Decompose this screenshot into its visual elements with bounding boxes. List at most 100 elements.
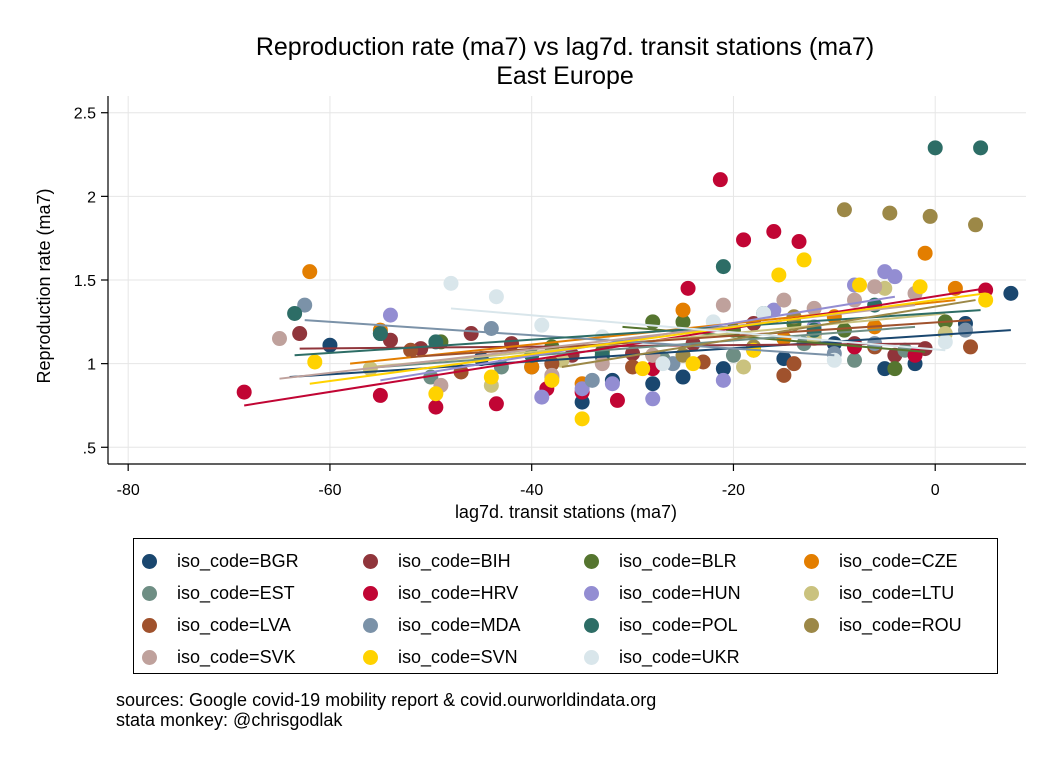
data-point xyxy=(574,411,590,427)
data-point xyxy=(715,297,731,313)
y-tick-label: .5 xyxy=(83,440,96,457)
data-point xyxy=(302,264,318,280)
data-point xyxy=(645,314,661,330)
y-tick-label: 2.5 xyxy=(74,106,96,123)
fit-line xyxy=(380,325,916,368)
legend-item: iso_code=ROU xyxy=(804,614,962,636)
data-point xyxy=(645,391,661,407)
data-point xyxy=(836,202,852,218)
legend-label: iso_code=CZE xyxy=(839,550,958,571)
data-point xyxy=(443,275,459,291)
fit-line xyxy=(380,295,896,382)
legend-swatch xyxy=(584,553,599,569)
data-point xyxy=(736,359,752,375)
data-point xyxy=(524,359,540,375)
data-point xyxy=(504,336,520,352)
legend-swatch xyxy=(363,649,378,665)
data-point xyxy=(776,292,792,308)
data-point xyxy=(836,322,852,338)
legend-swatch xyxy=(363,553,378,569)
data-point xyxy=(574,381,590,397)
data-point xyxy=(594,356,610,372)
data-point xyxy=(927,140,943,156)
legend-swatch xyxy=(363,617,378,633)
data-point xyxy=(645,376,661,392)
data-point xyxy=(604,376,620,392)
legend-item: iso_code=BLR xyxy=(584,550,737,572)
data-point xyxy=(675,314,691,330)
data-point xyxy=(322,337,338,353)
legend-swatch xyxy=(142,617,157,633)
data-point xyxy=(776,331,792,347)
data-point xyxy=(236,384,252,400)
data-point xyxy=(488,289,504,305)
data-point xyxy=(776,367,792,383)
data-point xyxy=(791,234,807,250)
legend-label: iso_code=HUN xyxy=(619,582,741,603)
data-point xyxy=(635,361,651,377)
legend-item: iso_code=UKR xyxy=(584,646,740,668)
x-tick-label: -80 xyxy=(117,482,140,499)
legend-label: iso_code=UKR xyxy=(619,646,740,667)
legend-item: iso_code=HRV xyxy=(363,582,518,604)
data-point xyxy=(712,172,728,188)
legend-swatch xyxy=(584,649,599,665)
data-point xyxy=(488,396,504,412)
legend-item: iso_code=SVN xyxy=(363,646,518,668)
data-point xyxy=(297,297,313,313)
legend-label: iso_code=EST xyxy=(177,582,295,603)
data-point xyxy=(675,302,691,318)
data-point xyxy=(715,361,731,377)
x-tick-label: 0 xyxy=(931,482,940,499)
legend-item: iso_code=POL xyxy=(584,614,738,636)
data-point xyxy=(917,245,933,261)
data-point xyxy=(852,277,868,293)
data-point xyxy=(847,352,863,368)
data-point xyxy=(725,347,741,363)
data-point xyxy=(544,372,560,388)
fit-line xyxy=(450,307,946,352)
y-tick-label: 1.5 xyxy=(74,273,96,290)
y-tick-label: 2 xyxy=(87,189,96,206)
chart-title: Reproduction rate (ma7) vs lag7d. transi… xyxy=(255,33,875,61)
data-point xyxy=(307,354,323,370)
legend-swatch xyxy=(804,585,819,601)
data-point xyxy=(796,252,812,268)
author-note: stata monkey: @chrisgodlak xyxy=(116,710,343,730)
legend-swatch xyxy=(804,617,819,633)
legend-swatch xyxy=(363,585,378,601)
data-point xyxy=(372,326,388,342)
scatter-chart: -80 -60 -40 -20 0 .5 1 1.5 2 2.5 Reproduction rat… xyxy=(34,96,1026,522)
legend-label: iso_code=BGR xyxy=(177,550,299,571)
data-point xyxy=(609,392,625,408)
data-point xyxy=(287,305,303,321)
legend-label: iso_code=SVN xyxy=(398,646,518,667)
legend-item: iso_code=BGR xyxy=(142,550,299,572)
data-point xyxy=(963,339,979,355)
legend-label: iso_code=SVK xyxy=(177,646,296,667)
legend-label: iso_code=LVA xyxy=(177,614,291,635)
data-point xyxy=(680,280,696,296)
data-point xyxy=(973,140,989,156)
legend-item: iso_code=SVK xyxy=(142,646,296,668)
data-point xyxy=(882,205,898,221)
data-point xyxy=(372,387,388,403)
legend-item: iso_code=LVA xyxy=(142,614,291,636)
legend-swatch xyxy=(142,585,157,601)
data-point xyxy=(271,331,287,347)
legend-item: iso_code=BIH xyxy=(363,550,511,572)
data-point xyxy=(806,300,822,316)
data-point xyxy=(428,386,444,402)
data-point xyxy=(957,322,973,338)
legend-swatch xyxy=(584,585,599,601)
legend-label: iso_code=BIH xyxy=(398,550,511,571)
legend-swatch xyxy=(142,649,157,665)
legend-item: iso_code=EST xyxy=(142,582,295,604)
data-point xyxy=(428,399,444,415)
data-point xyxy=(675,369,691,385)
y-axis-label: Reproduction rate (ma7) xyxy=(34,188,54,383)
data-point xyxy=(483,369,499,385)
x-tick-label: -60 xyxy=(318,482,341,499)
data-point xyxy=(937,334,953,350)
data-point xyxy=(584,372,600,388)
